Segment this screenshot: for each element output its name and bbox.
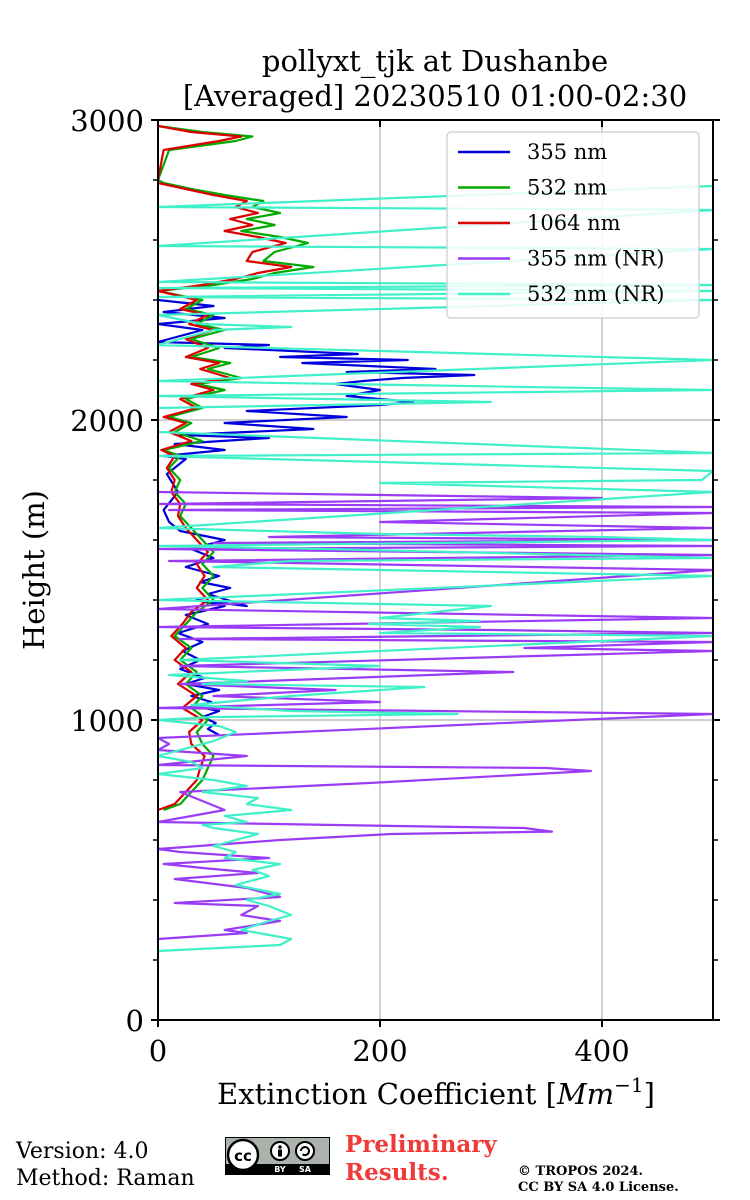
- copyright-line-2: CC BY SA 4.0 License.: [518, 1180, 679, 1195]
- series-line-5: [158, 184, 713, 953]
- x-tick-label: 400: [574, 1034, 629, 1068]
- x-axis-label-close: ]: [644, 1077, 655, 1111]
- method-label: Method: Raman: [16, 1166, 195, 1191]
- x-tick-label: 200: [352, 1034, 407, 1068]
- x-axis-label-text: Extinction Coefficient [: [217, 1077, 557, 1111]
- series-line-1: [158, 298, 476, 736]
- legend-box: [446, 131, 700, 319]
- legend-label-1: 355 nm: [527, 140, 607, 164]
- cc-by-sa-license-badge: cc BY SA: [225, 1137, 330, 1175]
- version-label: Version: 4.0: [16, 1139, 149, 1164]
- series-line-3: [158, 124, 293, 812]
- cc-icon: [226, 1138, 260, 1172]
- series-line-4: [158, 490, 713, 941]
- preliminary-notice-line-1: Preliminary: [345, 1131, 497, 1158]
- extinction-profile-chart: pollyxt_tjk at Dushanbe [Averaged] 20230…: [17, 44, 720, 1111]
- y-tick-label: 2000: [70, 404, 144, 438]
- by-label: BY: [274, 1165, 286, 1174]
- legend: 355 nm 532 nm 1064 nm 355 nm (NR) 532 nm (NR…: [446, 131, 700, 319]
- x-tick-label: 0: [149, 1034, 167, 1068]
- legend-label-2: 532 nm: [527, 176, 607, 200]
- y-tick-label: 3000: [70, 104, 144, 138]
- x-axis-label: Extinction Coefficient [Mm−1]: [217, 1073, 655, 1111]
- y-tick-label: 1000: [70, 704, 144, 738]
- copyright-line-1: © TROPOS 2024.: [518, 1164, 644, 1179]
- y-tick-label: 0: [126, 1004, 144, 1038]
- ticks: 0 200 400 0 1000 2000 3000: [70, 104, 720, 1068]
- cc-icon-text: cc: [234, 1147, 252, 1165]
- series-line-2: [158, 124, 315, 812]
- preliminary-notice-line-2: Results.: [345, 1159, 449, 1186]
- chart-title-line-1: pollyxt_tjk at Dushanbe: [262, 44, 608, 79]
- x-axis-label-unit: Mm: [556, 1077, 614, 1111]
- chart-title-line-2: [Averaged] 20230510 01:00-02:30: [183, 79, 687, 113]
- legend-label-3: 1064 nm: [527, 211, 621, 235]
- series-layer: [158, 124, 713, 953]
- legend-label-5: 532 nm (NR): [527, 282, 664, 306]
- legend-label-4: 355 nm (NR): [527, 247, 664, 271]
- plot-frame: [157, 119, 714, 1021]
- sa-label: SA: [299, 1165, 312, 1174]
- x-axis-label-exponent: −1: [614, 1073, 643, 1097]
- y-axis-label: Height (m): [17, 490, 51, 650]
- sa-sharealike-icon: [295, 1141, 315, 1161]
